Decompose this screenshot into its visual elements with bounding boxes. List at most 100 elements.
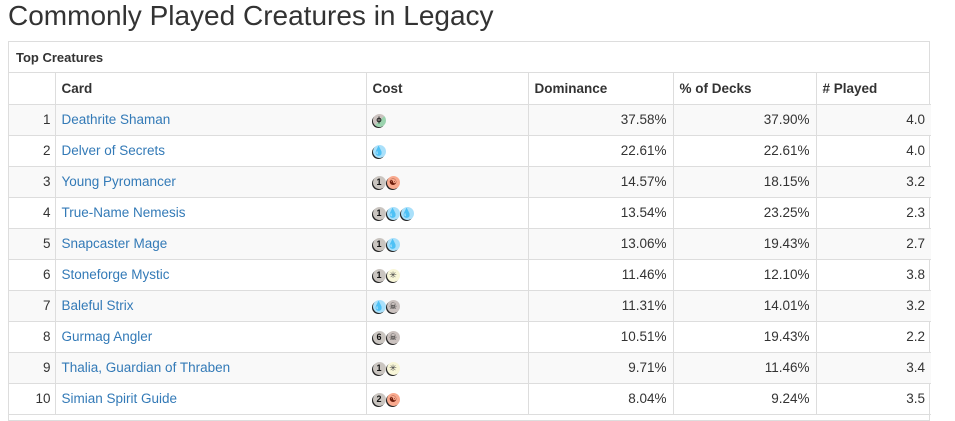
mana-cost: 6 ☠: [372, 330, 400, 344]
row-cost-cell: 2 ☯: [366, 383, 529, 415]
row-card-cell: Young Pyromancer: [55, 166, 367, 198]
row-dominance: 13.54%: [528, 197, 674, 229]
row-cost-cell: 6 ☠: [366, 321, 529, 353]
row-cost-cell: 1 ☯: [366, 166, 529, 198]
row-rank: 5: [9, 228, 56, 260]
mana-generic-icon: 1: [372, 361, 386, 375]
mana-cost: 1 💧 💧: [372, 206, 414, 220]
row-played: 4.0: [816, 135, 931, 167]
row-rank: 10: [9, 383, 56, 415]
mana-hybrid-icon: ϕ: [372, 113, 386, 127]
row-card-cell: Snapcaster Mage: [55, 228, 367, 260]
mana-blue-icon: 💧: [400, 206, 414, 220]
row-rank: 1: [9, 104, 56, 136]
row-dominance: 8.04%: [528, 383, 674, 415]
column-header-played: # Played: [816, 73, 931, 105]
mana-generic-icon: 6: [372, 330, 386, 344]
table-header-row: Card Cost Dominance % of Decks # Played: [9, 73, 931, 105]
card-link[interactable]: Stoneforge Mystic: [61, 267, 170, 282]
table-row: 6 Stoneforge Mystic 1 ✳ 11.46% 12.10% 3.8: [9, 259, 931, 291]
mana-white-icon: ✳: [386, 361, 400, 375]
panel-heading: Top Creatures: [9, 42, 929, 73]
row-cost-cell: 1 ✳: [366, 259, 529, 291]
mana-generic-icon: 2: [372, 392, 386, 406]
card-link[interactable]: True-Name Nemesis: [61, 205, 186, 220]
row-played: 3.2: [816, 290, 931, 322]
mana-generic-icon: 1: [372, 268, 386, 282]
row-played: 3.4: [816, 352, 931, 384]
row-rank: 2: [9, 135, 56, 167]
mana-blue-icon: 💧: [386, 206, 400, 220]
table-row: 5 Snapcaster Mage 1 💧 13.06% 19.43% 2.7: [9, 228, 931, 260]
table-row: 7 Baleful Strix 💧 ☠ 11.31% 14.01% 3.2: [9, 290, 931, 322]
column-header-card: Card: [55, 73, 367, 105]
mana-blue-icon: 💧: [386, 237, 400, 251]
row-pct-decks: 9.24%: [673, 383, 817, 415]
row-dominance: 11.31%: [528, 290, 674, 322]
row-pct-decks: 23.25%: [673, 197, 817, 229]
row-cost-cell: 1 ✳: [366, 352, 529, 384]
row-cost-cell: 💧 ☠: [366, 290, 529, 322]
row-dominance: 11.46%: [528, 259, 674, 291]
table-body: 1 Deathrite Shaman ϕ 37.58% 37.90% 4.0 2 Delver…: [9, 104, 931, 415]
card-link[interactable]: Deathrite Shaman: [61, 112, 171, 127]
table-row: 2 Delver of Secrets 💧 22.61% 22.61% 4.0: [9, 135, 931, 167]
row-cost-cell: 1 💧 💧: [366, 197, 529, 229]
card-link[interactable]: Baleful Strix: [61, 298, 134, 313]
row-cost-cell: ϕ: [366, 104, 529, 136]
row-dominance: 13.06%: [528, 228, 674, 260]
top-creatures-panel: Top Creatures Card Cost Dominance % of D…: [8, 41, 931, 421]
column-header-rank: [9, 73, 56, 105]
table-row: 1 Deathrite Shaman ϕ 37.58% 37.90% 4.0: [9, 104, 931, 136]
row-dominance: 9.71%: [528, 352, 674, 384]
row-cost-cell: 1 💧: [366, 228, 529, 260]
card-link[interactable]: Snapcaster Mage: [61, 236, 168, 251]
row-rank: 4: [9, 197, 56, 229]
row-played: 3.5: [816, 383, 931, 415]
row-card-cell: Simian Spirit Guide: [55, 383, 367, 415]
row-cost-cell: 💧: [366, 135, 529, 167]
creatures-table: Card Cost Dominance % of Decks # Played …: [9, 73, 931, 415]
mana-blue-icon: 💧: [372, 144, 386, 158]
mana-cost: 💧 ☠: [372, 299, 400, 313]
row-rank: 3: [9, 166, 56, 198]
row-dominance: 22.61%: [528, 135, 674, 167]
row-dominance: 10.51%: [528, 321, 674, 353]
row-card-cell: Gurmag Angler: [55, 321, 367, 353]
row-pct-decks: 19.43%: [673, 321, 817, 353]
row-played: 2.3: [816, 197, 931, 229]
table-row: 4 True-Name Nemesis 1 💧 💧 13.54% 23.25% 2.3: [9, 197, 931, 229]
mana-cost: 1 ✳: [372, 361, 400, 375]
mana-white-icon: ✳: [386, 268, 400, 282]
column-header-cost: Cost: [366, 73, 529, 105]
mana-cost: ϕ: [372, 113, 386, 127]
mana-cost: 1 💧: [372, 237, 400, 251]
row-pct-decks: 12.10%: [673, 259, 817, 291]
page-title: Commonly Played Creatures in Legacy: [8, 0, 494, 31]
mana-generic-icon: 1: [372, 206, 386, 220]
row-card-cell: Baleful Strix: [55, 290, 367, 322]
row-played: 2.2: [816, 321, 931, 353]
card-link[interactable]: Young Pyromancer: [61, 174, 176, 189]
row-rank: 7: [9, 290, 56, 322]
mana-black-icon: ☠: [386, 330, 400, 344]
mana-red-icon: ☯: [386, 175, 400, 189]
row-rank: 6: [9, 259, 56, 291]
row-dominance: 37.58%: [528, 104, 674, 136]
table-row: 8 Gurmag Angler 6 ☠ 10.51% 19.43% 2.2: [9, 321, 931, 353]
row-card-cell: Stoneforge Mystic: [55, 259, 367, 291]
card-link[interactable]: Thalia, Guardian of Thraben: [61, 360, 231, 375]
card-link[interactable]: Gurmag Angler: [61, 329, 153, 344]
card-link[interactable]: Simian Spirit Guide: [61, 391, 178, 406]
mana-cost: 💧: [372, 144, 386, 158]
card-link[interactable]: Delver of Secrets: [61, 143, 166, 158]
row-pct-decks: 11.46%: [673, 352, 817, 384]
mana-blue-icon: 💧: [372, 299, 386, 313]
mana-generic-icon: 1: [372, 175, 386, 189]
mana-red-icon: ☯: [386, 392, 400, 406]
column-header-pct-decks: % of Decks: [673, 73, 817, 105]
row-card-cell: True-Name Nemesis: [55, 197, 367, 229]
row-card-cell: Deathrite Shaman: [55, 104, 367, 136]
mana-cost: 2 ☯: [372, 392, 400, 406]
row-rank: 8: [9, 321, 56, 353]
